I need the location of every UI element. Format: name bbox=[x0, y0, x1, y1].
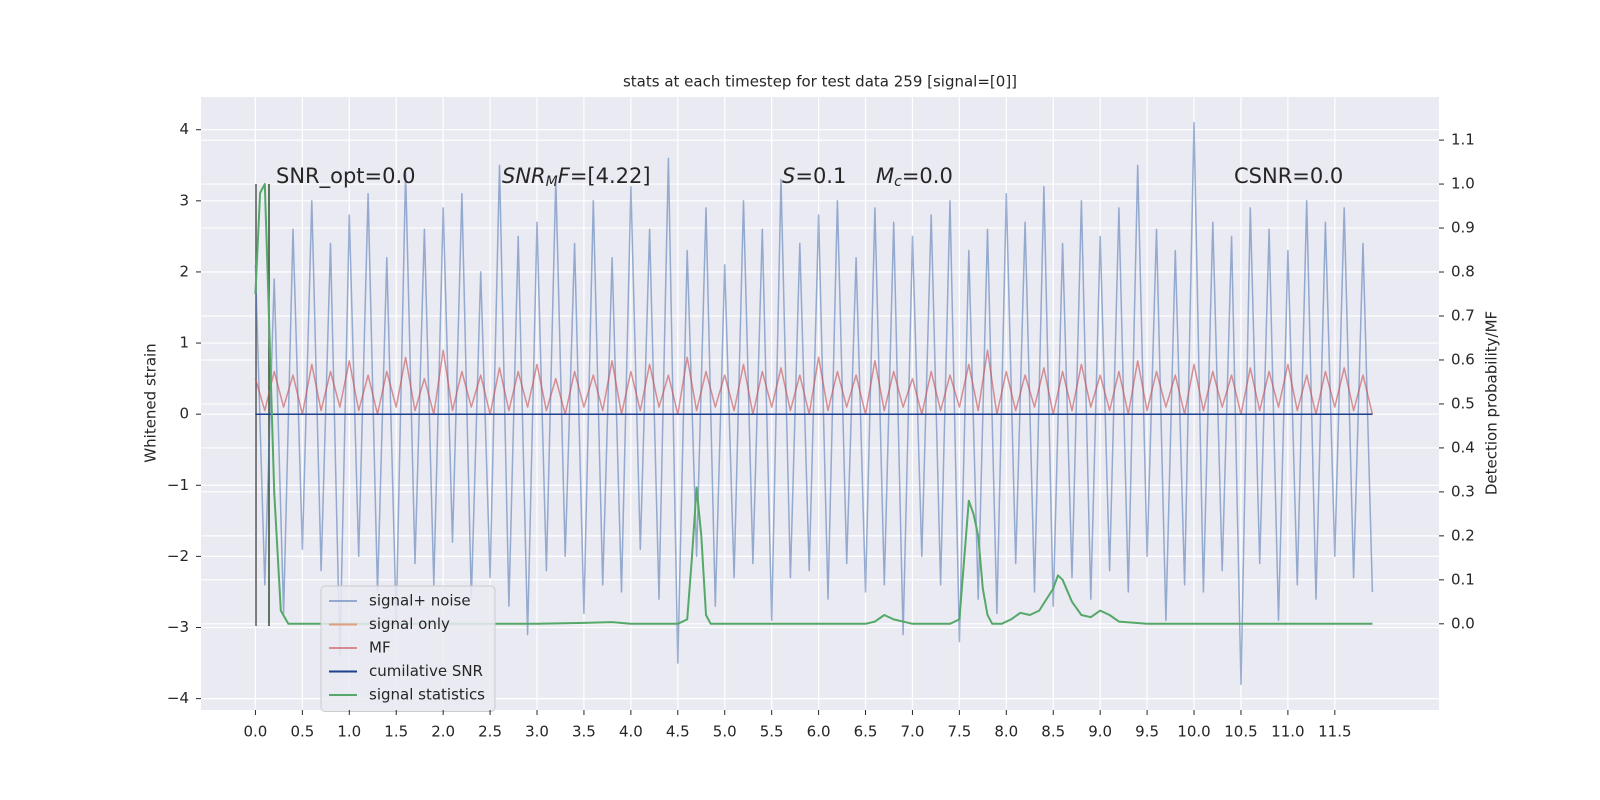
legend-label: MF bbox=[369, 639, 391, 657]
annotation: Mc=0.0 bbox=[876, 164, 953, 190]
y2-tick-label: 0.6 bbox=[1451, 350, 1475, 368]
chart-title: stats at each timestep for test data 259… bbox=[623, 73, 1017, 91]
legend-label: signal only bbox=[369, 615, 450, 633]
y-tick-label: 2 bbox=[179, 262, 189, 280]
x-tick-label: 8.0 bbox=[994, 723, 1018, 741]
y2-tick-label: 0.4 bbox=[1451, 438, 1475, 456]
x-tick-label: 5.5 bbox=[760, 723, 784, 741]
series-line bbox=[254, 121, 1374, 686]
annotation-part: SNR_opt=0.0 bbox=[276, 164, 416, 189]
y2-axis-label: Detection probability/MF bbox=[1483, 311, 1501, 495]
x-tick-label: 1.0 bbox=[337, 723, 361, 741]
y-tick-label: 1 bbox=[179, 334, 189, 352]
y-tick-label: −2 bbox=[167, 547, 189, 565]
annotation-part: S bbox=[782, 164, 795, 188]
y-tick-label: −3 bbox=[167, 618, 189, 636]
x-tick-label: 0.0 bbox=[244, 723, 268, 741]
annotation: SNR_opt=0.0 bbox=[276, 164, 416, 189]
x-tick-label: 4.5 bbox=[666, 723, 690, 741]
annotation-part: F bbox=[558, 164, 571, 188]
x-tick-label: 4.0 bbox=[619, 723, 643, 741]
y-tick-label: 3 bbox=[179, 191, 189, 209]
y-axis-label: Whitened strain bbox=[142, 343, 160, 462]
annotation-part: M bbox=[876, 164, 894, 188]
y2-tick-label: 1.0 bbox=[1451, 175, 1475, 193]
x-tick-label: 9.0 bbox=[1088, 723, 1112, 741]
legend: signal+ noise signal only MF cumilative SNR… bbox=[320, 585, 496, 712]
y2-tick-label: 0.5 bbox=[1451, 394, 1475, 412]
annotation-part: M bbox=[546, 174, 558, 190]
x-tick-label: 0.5 bbox=[290, 723, 314, 741]
y2-tick-label: 0.2 bbox=[1451, 526, 1475, 544]
legend-box bbox=[320, 585, 496, 712]
y-tick-label: −1 bbox=[167, 476, 189, 494]
x-tick-label: 9.5 bbox=[1135, 723, 1159, 741]
y2-tick-label: 0.1 bbox=[1451, 570, 1475, 588]
y2-tick-label: 0.0 bbox=[1451, 614, 1475, 632]
x-tick-label: 2.0 bbox=[431, 723, 455, 741]
annotation-part: =[4.22] bbox=[570, 164, 651, 188]
annotation: CSNR=0.0 bbox=[1234, 164, 1343, 188]
legend-label: cumilative SNR bbox=[369, 662, 483, 680]
annotation-part: c bbox=[894, 174, 902, 190]
legend-label: signal statistics bbox=[369, 686, 485, 704]
annotation-part: SNR bbox=[502, 164, 546, 188]
x-tick-label: 10.0 bbox=[1177, 723, 1210, 741]
x-tick-label: 8.5 bbox=[1041, 723, 1065, 741]
series-line bbox=[254, 349, 1374, 415]
y2-tick-label: 0.7 bbox=[1451, 306, 1475, 324]
x-tick-label: 11.0 bbox=[1271, 723, 1304, 741]
y2-tick-label: 0.3 bbox=[1451, 482, 1475, 500]
x-tick-label: 3.5 bbox=[572, 723, 596, 741]
x-tick-label: 1.5 bbox=[384, 723, 408, 741]
y2-tick-label: 0.8 bbox=[1451, 263, 1475, 281]
x-tick-label: 7.0 bbox=[901, 723, 925, 741]
x-tick-label: 11.5 bbox=[1318, 723, 1351, 741]
legend-label: signal+ noise bbox=[369, 592, 471, 610]
annotation-part: =0.1 bbox=[795, 164, 846, 188]
y2-tick-label: 0.9 bbox=[1451, 219, 1475, 237]
x-tick-label: 5.0 bbox=[713, 723, 737, 741]
y2-tick-label: 1.1 bbox=[1451, 131, 1475, 149]
annotation: S=0.1 bbox=[782, 164, 846, 188]
y-tick-label: 4 bbox=[179, 120, 189, 138]
annotation-part: CSNR=0.0 bbox=[1234, 164, 1343, 188]
x-tick-label: 10.5 bbox=[1224, 723, 1257, 741]
y-tick-label: 0 bbox=[179, 405, 189, 423]
y-tick-label: −4 bbox=[167, 689, 189, 707]
x-tick-label: 6.0 bbox=[807, 723, 831, 741]
x-tick-label: 2.5 bbox=[478, 723, 502, 741]
annotation: SNRMF=[4.22] bbox=[502, 164, 651, 190]
x-tick-label: 3.0 bbox=[525, 723, 549, 741]
x-tick-label: 6.5 bbox=[854, 723, 878, 741]
annotation-part: =0.0 bbox=[902, 164, 953, 188]
x-tick-label: 7.5 bbox=[947, 723, 971, 741]
